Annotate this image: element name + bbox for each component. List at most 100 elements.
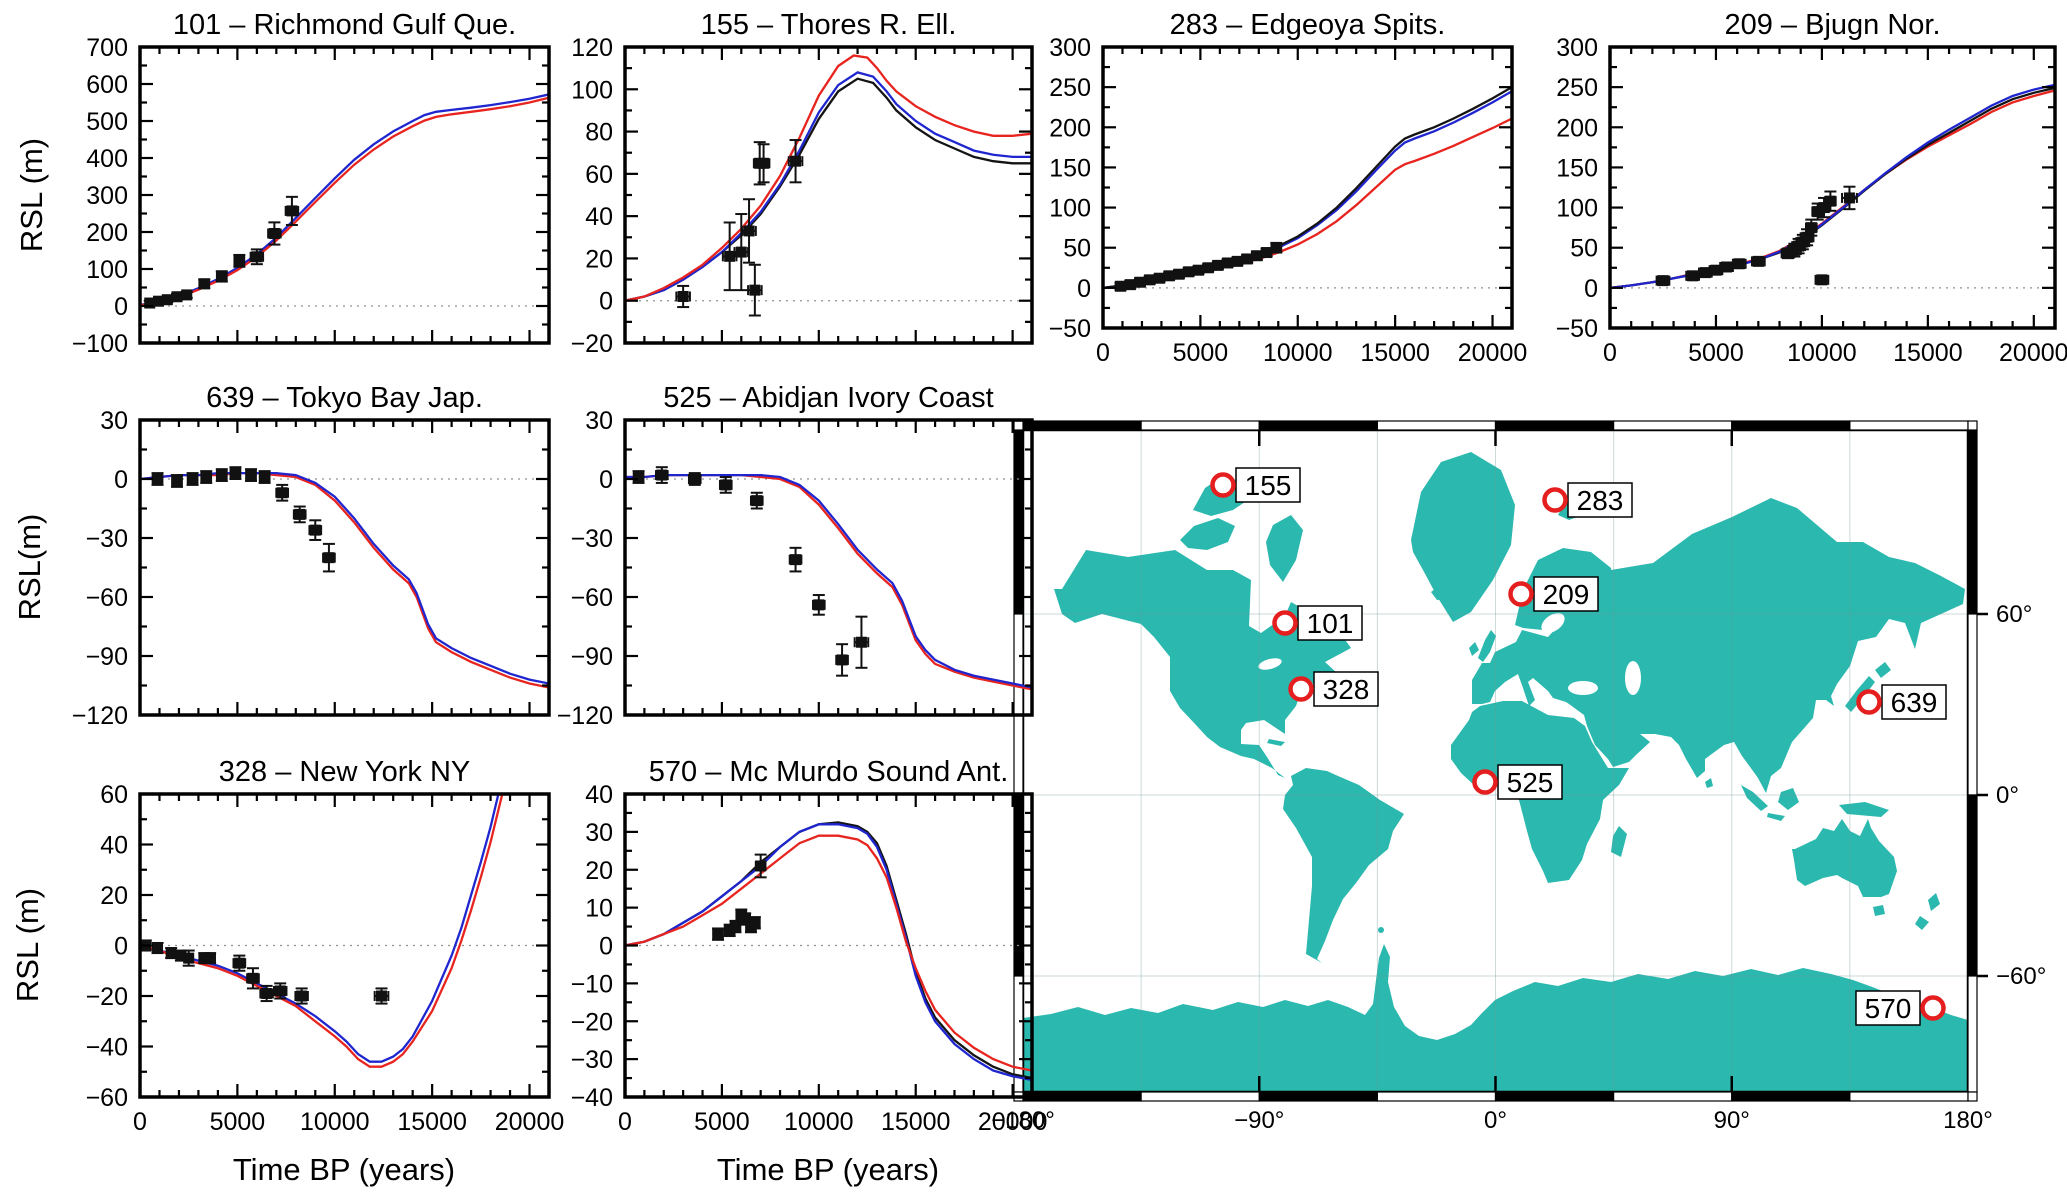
plot-title-525: 525 – Abidjan Ivory Coast <box>663 382 994 414</box>
site-circle <box>1210 472 1236 498</box>
site-marker-101: 101 <box>1272 605 1363 641</box>
y-tick-label: 200 <box>1049 114 1091 142</box>
y-tick-label: 30 <box>100 407 128 435</box>
sea-baltic <box>1541 613 1565 633</box>
map-lakes <box>1254 596 1641 695</box>
data-point <box>756 143 771 184</box>
y-tick-label: 150 <box>1049 154 1091 182</box>
curve-red <box>140 96 549 307</box>
plot-frame <box>138 418 551 717</box>
data-point <box>1719 261 1734 273</box>
site-label: 155 <box>1245 470 1292 501</box>
graticule <box>1023 430 1968 1092</box>
x-tick-label: 5000 <box>694 1108 750 1136</box>
data-point <box>1799 228 1815 247</box>
site-circle <box>1472 769 1498 795</box>
y-tick-label: −120 <box>72 702 128 730</box>
data-point <box>198 278 211 290</box>
island-nz-south <box>1915 916 1929 930</box>
data-point <box>1805 218 1818 237</box>
y-tick-label: 0 <box>114 293 128 321</box>
site-label: 570 <box>1865 993 1912 1024</box>
x-tick-label: 20000 <box>495 1108 565 1136</box>
x-tick-label: 5000 <box>210 1108 266 1136</box>
curve-blue <box>140 794 500 1063</box>
x-tick-label: 10000 <box>300 1108 370 1136</box>
curve-blue <box>1610 83 2055 290</box>
y-tick-label: −40 <box>571 1084 613 1112</box>
data-point <box>186 472 199 486</box>
y-tick-label: −20 <box>571 330 613 358</box>
y-tick-label: −50 <box>1049 315 1091 343</box>
sea-caspian <box>1625 661 1641 695</box>
y-tick-label: 0 <box>599 933 613 961</box>
data-point <box>284 195 300 226</box>
data-point <box>787 139 804 184</box>
data-point <box>182 949 195 967</box>
y-tick-label: 30 <box>585 819 613 847</box>
plot-title-155: 155 – Thores R. Ell. <box>700 9 957 41</box>
site-label-box <box>1881 684 1947 720</box>
data-point <box>835 643 849 677</box>
y-tick-label: 100 <box>1049 195 1091 223</box>
plot-title-639: 639 – Tokyo Bay Jap. <box>206 382 483 414</box>
site-marker-155: 155 <box>1210 467 1301 503</box>
y-tick-label: −20 <box>86 983 128 1011</box>
data-point <box>294 987 309 1005</box>
plot-155: 120 100 80 60 40 20 0 −20 <box>571 34 1034 358</box>
x-tick-label: 0 <box>133 1108 147 1136</box>
y-tick-label: 40 <box>100 832 128 860</box>
lon-label: −180° <box>991 1107 1055 1134</box>
site-label: 328 <box>1323 674 1370 705</box>
lake-great-lakes <box>1258 658 1282 670</box>
data-point <box>1750 255 1766 267</box>
y-tick-label: 120 <box>571 34 613 62</box>
y-tick-label: −20 <box>571 1008 613 1036</box>
y-axis-label-row3: RSL (m) <box>10 887 45 1003</box>
map-border-checkers <box>1013 420 1978 1102</box>
x-tick-label: 5000 <box>1688 339 1744 367</box>
y-tick-label: −10 <box>571 970 613 998</box>
y-tick-label: 0 <box>1584 275 1598 303</box>
sea-black <box>1568 681 1598 695</box>
axis-ticks <box>625 420 1032 715</box>
data-point <box>200 470 213 484</box>
y-tick-label: 700 <box>86 34 128 62</box>
x-tick-label: 20000 <box>1458 339 1528 367</box>
island-antarctic-dot <box>1378 927 1384 933</box>
plot-frame <box>1101 45 1514 330</box>
site-circle <box>1288 676 1314 702</box>
data-point <box>165 947 178 960</box>
data-point <box>655 466 669 484</box>
lon-label: 90° <box>1714 1107 1750 1134</box>
x-tick-label: 15000 <box>397 1108 467 1136</box>
y-tick-label: −30 <box>86 525 128 553</box>
plot-101: 700 600 500 400 300 200 100 0 −100 <box>72 34 551 358</box>
continent-greenland <box>1411 452 1515 622</box>
y-tick-label: 60 <box>100 781 128 809</box>
data-point <box>151 472 164 486</box>
data-point <box>215 270 228 283</box>
island-newguinea <box>1839 802 1889 817</box>
y-tick-label: −60 <box>86 1084 128 1112</box>
data-point <box>1824 190 1837 212</box>
data-point <box>229 466 242 480</box>
y-tick-label: 30 <box>585 407 613 435</box>
data-point <box>215 468 228 482</box>
data-point <box>1841 185 1858 211</box>
site-label: 639 <box>1891 687 1938 718</box>
data-point <box>246 967 260 990</box>
y-tick-label: −90 <box>86 643 128 671</box>
data-point <box>675 284 691 309</box>
axis-ticks <box>140 420 549 715</box>
data-point <box>1655 275 1671 287</box>
curve-red <box>1610 89 2055 290</box>
y-tick-label: 200 <box>86 219 128 247</box>
curve-red <box>140 471 549 689</box>
data-point <box>308 519 323 541</box>
y-tick-label: −30 <box>571 1046 613 1074</box>
